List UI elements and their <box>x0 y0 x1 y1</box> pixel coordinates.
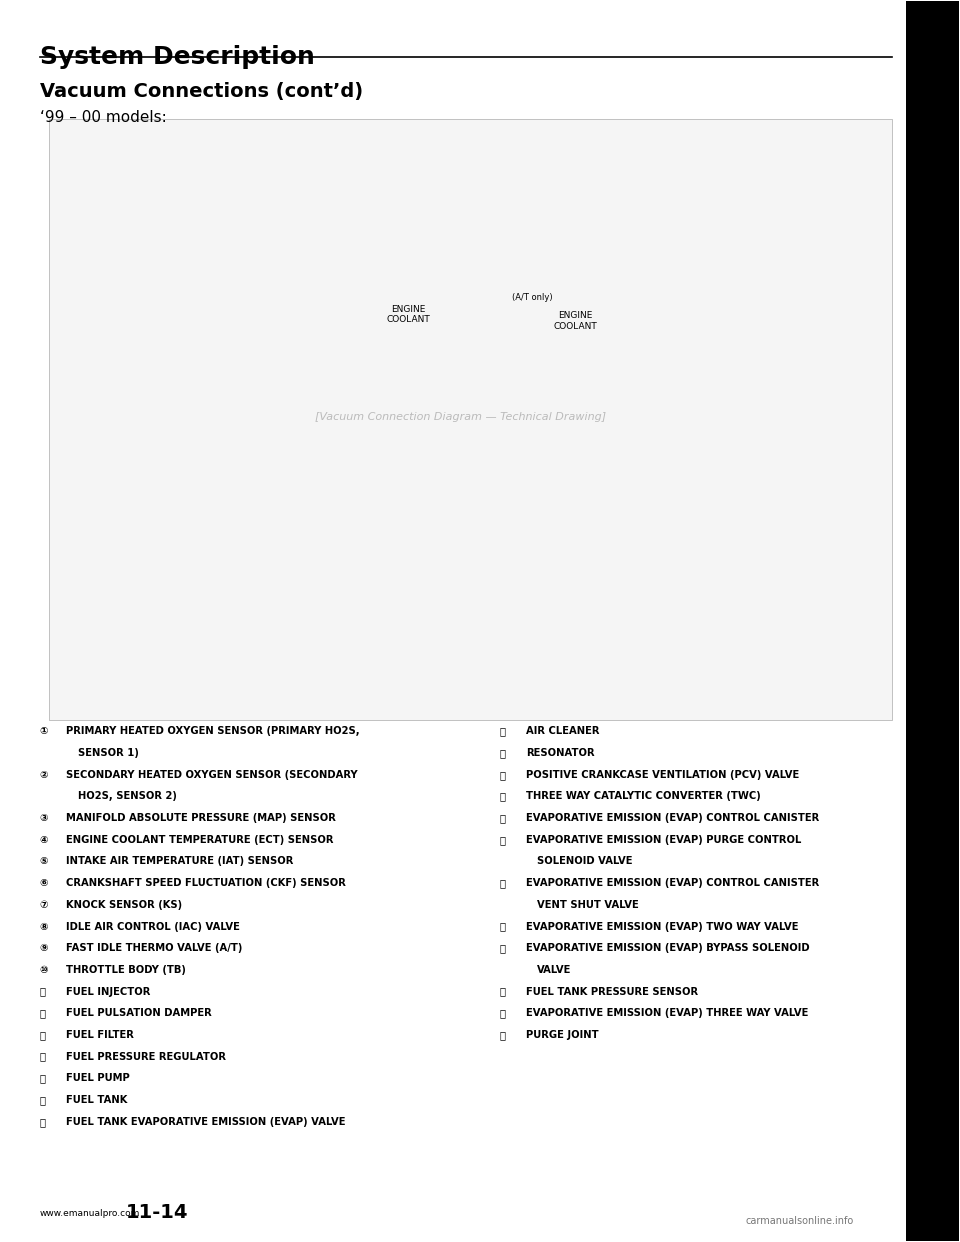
Text: EVAPORATIVE EMISSION (EVAP) PURGE CONTROL: EVAPORATIVE EMISSION (EVAP) PURGE CONTRO… <box>526 835 802 845</box>
Text: www.emanualpro.com: www.emanualpro.com <box>39 1210 140 1218</box>
Text: IDLE AIR CONTROL (IAC) VALVE: IDLE AIR CONTROL (IAC) VALVE <box>66 922 240 932</box>
Text: (A/T only): (A/T only) <box>513 293 553 302</box>
Text: ⑱: ⑱ <box>499 727 505 737</box>
Text: FUEL PULSATION DAMPER: FUEL PULSATION DAMPER <box>66 1009 212 1018</box>
Text: THREE WAY CATALYTIC CONVERTER (TWC): THREE WAY CATALYTIC CONVERTER (TWC) <box>526 791 760 801</box>
Text: FUEL TANK PRESSURE SENSOR: FUEL TANK PRESSURE SENSOR <box>526 986 698 996</box>
Text: System Description: System Description <box>39 45 315 68</box>
Text: SECONDARY HEATED OXYGEN SENSOR (SECONDARY: SECONDARY HEATED OXYGEN SENSOR (SECONDAR… <box>66 770 358 780</box>
Text: ⑨: ⑨ <box>39 943 48 953</box>
Text: SENSOR 1): SENSOR 1) <box>78 748 139 758</box>
Text: THROTTLE BODY (TB): THROTTLE BODY (TB) <box>66 965 186 975</box>
Text: FUEL TANK: FUEL TANK <box>66 1095 128 1105</box>
Text: ⑮: ⑮ <box>39 1073 46 1083</box>
Text: FAST IDLE THERMO VALVE (A/T): FAST IDLE THERMO VALVE (A/T) <box>66 943 243 953</box>
Text: ⑯: ⑯ <box>39 1095 46 1105</box>
Text: EVAPORATIVE EMISSION (EVAP) BYPASS SOLENOID: EVAPORATIVE EMISSION (EVAP) BYPASS SOLEN… <box>526 943 809 953</box>
Text: PRIMARY HEATED OXYGEN SENSOR (PRIMARY HO2S,: PRIMARY HEATED OXYGEN SENSOR (PRIMARY HO… <box>66 727 360 737</box>
Text: HO2S, SENSOR 2): HO2S, SENSOR 2) <box>78 791 177 801</box>
Text: ‘99 – 00 models:: ‘99 – 00 models: <box>39 111 166 125</box>
Text: FUEL PUMP: FUEL PUMP <box>66 1073 131 1083</box>
Text: KNOCK SENSOR (KS): KNOCK SENSOR (KS) <box>66 899 182 910</box>
Text: ⑵: ⑵ <box>499 814 505 823</box>
Text: ENGINE COOLANT TEMPERATURE (ECT) SENSOR: ENGINE COOLANT TEMPERATURE (ECT) SENSOR <box>66 835 334 845</box>
Text: CRANKSHAFT SPEED FLUCTUATION (CKF) SENSOR: CRANKSHAFT SPEED FLUCTUATION (CKF) SENSO… <box>66 878 347 888</box>
Text: EVAPORATIVE EMISSION (EVAP) THREE WAY VALVE: EVAPORATIVE EMISSION (EVAP) THREE WAY VA… <box>526 1009 808 1018</box>
Text: FUEL INJECTOR: FUEL INJECTOR <box>66 986 151 996</box>
Text: ⑸: ⑸ <box>499 922 505 932</box>
Text: ⑲: ⑲ <box>499 748 505 758</box>
Bar <box>906 1 959 1241</box>
Text: ③: ③ <box>39 814 48 823</box>
Text: ⑰: ⑰ <box>39 1117 46 1126</box>
Text: 11-14: 11-14 <box>126 1203 188 1222</box>
Text: FUEL PRESSURE REGULATOR: FUEL PRESSURE REGULATOR <box>66 1052 227 1062</box>
Text: Vacuum Connections (cont’d): Vacuum Connections (cont’d) <box>39 82 363 101</box>
Text: AIR CLEANER: AIR CLEANER <box>526 727 599 737</box>
Text: POSITIVE CRANKCASE VENTILATION (PCV) VALVE: POSITIVE CRANKCASE VENTILATION (PCV) VAL… <box>526 770 799 780</box>
Text: SOLENOID VALVE: SOLENOID VALVE <box>538 857 633 867</box>
Text: ⑬: ⑬ <box>39 1030 46 1040</box>
Text: ⑷: ⑷ <box>499 878 505 888</box>
Text: ENGINE
COOLANT: ENGINE COOLANT <box>386 306 430 324</box>
Text: PURGE JOINT: PURGE JOINT <box>526 1030 599 1040</box>
Bar <box>49 119 892 720</box>
Text: INTAKE AIR TEMPERATURE (IAT) SENSOR: INTAKE AIR TEMPERATURE (IAT) SENSOR <box>66 857 294 867</box>
Text: EVAPORATIVE EMISSION (EVAP) TWO WAY VALVE: EVAPORATIVE EMISSION (EVAP) TWO WAY VALV… <box>526 922 799 932</box>
Text: ⑭: ⑭ <box>39 1052 46 1062</box>
Text: ⑻: ⑻ <box>499 1009 505 1018</box>
Text: ①: ① <box>39 727 48 737</box>
Text: carmanualsonline.info: carmanualsonline.info <box>745 1216 853 1226</box>
Text: FUEL TANK EVAPORATIVE EMISSION (EVAP) VALVE: FUEL TANK EVAPORATIVE EMISSION (EVAP) VA… <box>66 1117 346 1126</box>
Text: ⑩: ⑩ <box>39 965 48 975</box>
Text: ⑥: ⑥ <box>39 878 48 888</box>
Text: ⑹: ⑹ <box>499 943 505 953</box>
Text: ②: ② <box>39 770 48 780</box>
Text: ⑶: ⑶ <box>499 835 505 845</box>
Text: ⑼: ⑼ <box>499 1030 505 1040</box>
Text: EVAPORATIVE EMISSION (EVAP) CONTROL CANISTER: EVAPORATIVE EMISSION (EVAP) CONTROL CANI… <box>526 814 819 823</box>
Text: [Vacuum Connection Diagram — Technical Drawing]: [Vacuum Connection Diagram — Technical D… <box>315 411 607 421</box>
Text: VALVE: VALVE <box>538 965 572 975</box>
Text: ENGINE
COOLANT: ENGINE COOLANT <box>554 312 597 330</box>
Text: RESONATOR: RESONATOR <box>526 748 594 758</box>
Text: ⑤: ⑤ <box>39 857 48 867</box>
Text: ⑧: ⑧ <box>39 922 48 932</box>
Text: ⑺: ⑺ <box>499 986 505 996</box>
Text: EVAPORATIVE EMISSION (EVAP) CONTROL CANISTER: EVAPORATIVE EMISSION (EVAP) CONTROL CANI… <box>526 878 819 888</box>
Text: ⑫: ⑫ <box>39 1009 46 1018</box>
Text: ⑴: ⑴ <box>499 791 505 801</box>
Text: ⑦: ⑦ <box>39 899 48 910</box>
Text: MANIFOLD ABSOLUTE PRESSURE (MAP) SENSOR: MANIFOLD ABSOLUTE PRESSURE (MAP) SENSOR <box>66 814 336 823</box>
Text: ⑳: ⑳ <box>499 770 505 780</box>
Text: FUEL FILTER: FUEL FILTER <box>66 1030 134 1040</box>
Text: VENT SHUT VALVE: VENT SHUT VALVE <box>538 899 639 910</box>
Text: ⑪: ⑪ <box>39 986 46 996</box>
Text: ④: ④ <box>39 835 48 845</box>
